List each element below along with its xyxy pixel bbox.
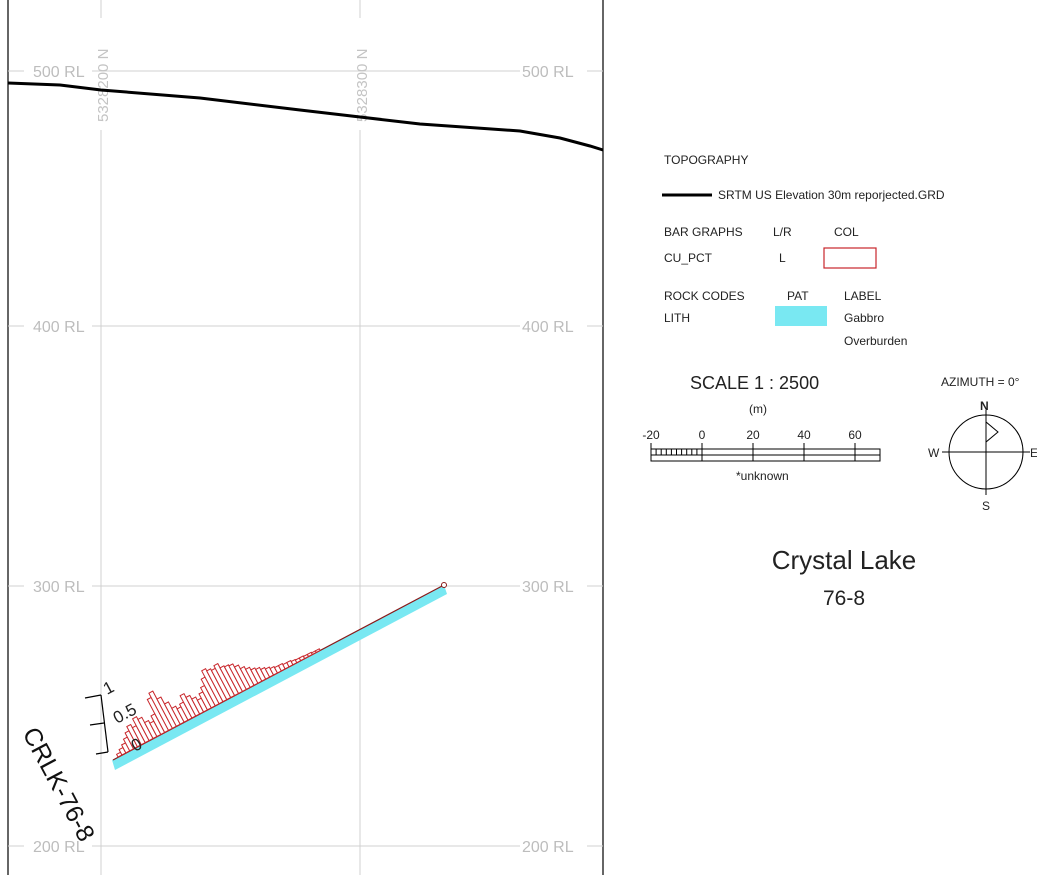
drillhole-trace: 1 0.5 0 CRLK-76-8 [17,582,447,847]
section-panel: 500 RL 500 RL 400 RL 400 RL 300 RL 300 R… [7,0,604,875]
cu-pct-bar [244,666,259,686]
cu-pct-bar [191,696,205,715]
title-name: Crystal Lake [772,545,917,575]
cu-pct-bar [264,666,275,678]
scale-title: SCALE 1 : 2500 [690,373,819,393]
scale-bar: SCALE 1 : 2500 (m) -20 0 20 40 60 *unkno… [642,373,881,483]
legend-bar-field: CU_PCT [664,251,713,265]
scale-note: *unknown [736,469,789,483]
cu-pct-bar [143,719,158,740]
rl-label-300-right: 300 RL [522,579,574,596]
compass-s: S [982,499,990,513]
scale-tick-label-neg20: -20 [642,428,660,442]
scale-tick-label-40: 40 [797,428,811,442]
rl-label-400-left: 400 RL [33,319,85,336]
cu-pct-bar [223,664,244,695]
cu-pct-bar [171,705,185,725]
scale-tick-label-60: 60 [848,428,862,442]
legend-rock-heading: ROCK CODES [664,289,745,303]
cu-pct-bar [137,716,154,742]
drillhole-name: CRLK-76-8 [17,723,100,847]
legend-rock-label-header: LABEL [844,289,882,303]
scale-bar-graphic [650,443,881,462]
collar-marker [441,582,447,588]
legend-bar-heading: BAR GRAPHS [664,225,743,239]
legend-bar-lr-value: L [779,251,786,265]
legend-rock-label-overburden: Overburden [844,334,907,348]
cu-pct-bar [219,665,240,697]
rl-label-400-right: 400 RL [522,319,574,336]
legend-gabbro-swatch [775,306,827,326]
legend-topography-heading: TOPOGRAPHY [664,153,748,167]
cu-pct-bar [255,666,267,682]
rl-label-200-left: 200 RL [33,839,85,856]
legend-bar-lr-header: L/R [773,225,792,239]
legend: TOPOGRAPHY SRTM US Elevation 30m reporje… [662,153,945,348]
rl-label-200-right: 200 RL [522,839,574,856]
cu-pct-bar [131,716,150,744]
cu-pct-bar [250,667,263,684]
legend-bar-color-swatch [823,247,877,269]
cu-pct-bar [239,665,255,688]
rl-label-500-right: 500 RL [522,64,574,81]
compass-w: W [928,446,940,460]
cu-pct-bar [156,696,177,729]
compass: AZIMUTH = 0° N S W E [928,375,1037,513]
cu-pct-bar [185,694,201,717]
cu-pct-bar [213,662,236,699]
topography-line [7,81,604,152]
legend-bar-col-header: COL [834,225,859,239]
cu-pct-bar [260,666,271,680]
scale-tick-label-0: 0 [699,428,706,442]
cu-pct-bar [148,690,174,731]
cu-pct-bar-graph [115,648,321,758]
legend-rock-field: LITH [664,311,690,325]
cu-pct-bar [277,662,286,672]
compass-e: E [1030,446,1037,460]
cu-pct-bar [179,693,197,719]
northing-label-5328200: 5328200 N [95,49,112,122]
north-arrow-icon [985,420,999,444]
cu-pct-bar [163,701,181,727]
title-block: Crystal Lake 76-8 [772,545,917,610]
rl-gridlines [8,70,603,847]
rl-label-300-left: 300 RL [33,579,85,596]
bar-scale-axis [84,694,109,755]
cu-pct-bar [298,655,306,662]
legend-rock-label-gabbro: Gabbro [844,311,884,325]
rl-label-500-left: 500 RL [33,64,85,81]
compass-n: N [980,399,989,413]
legend-rock-pat-header: PAT [787,289,809,303]
cu-pct-bar [228,663,247,693]
cu-pct-bar [233,664,251,690]
lithology-bar-gabbro [112,585,447,770]
legend-topography-item: SRTM US Elevation 30m reporjected.GRD [718,188,945,202]
northing-label-5328300: 5328300 N [354,49,371,122]
cu-pct-bar [201,668,224,705]
cu-pct-bar [126,723,142,748]
title-hole: 76-8 [823,587,865,610]
bar-axis-label-1: 1 [100,677,117,698]
scale-unit: (m) [749,402,767,416]
cu-pct-bar [314,648,321,654]
northing-gridlines [100,0,361,875]
cu-pct-bar [269,665,279,676]
scale-tick-label-20: 20 [746,428,760,442]
cu-pct-bar [206,668,228,703]
cu-pct-bar [306,651,313,658]
azimuth-label: AZIMUTH = 0° [941,375,1020,389]
